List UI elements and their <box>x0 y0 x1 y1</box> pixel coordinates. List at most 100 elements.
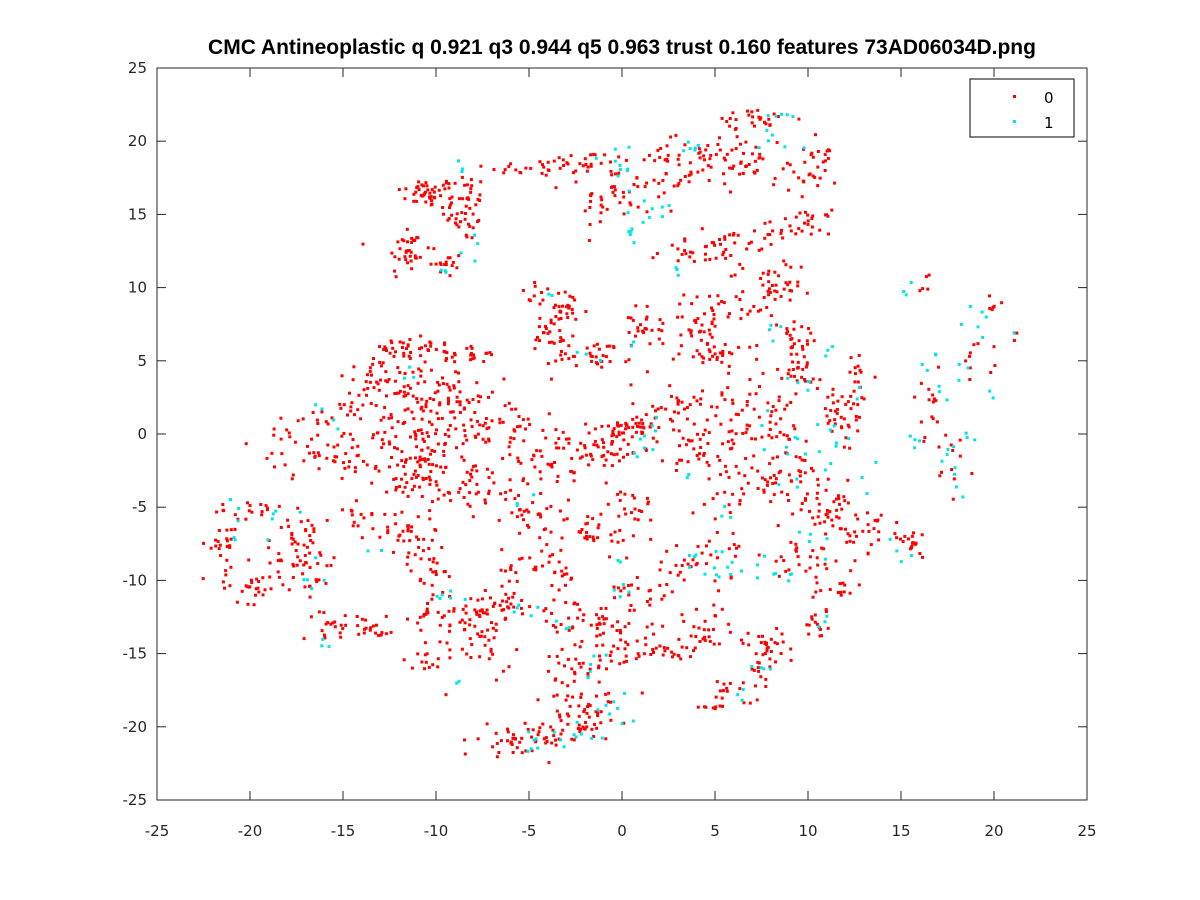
data-point <box>810 151 814 155</box>
data-point <box>768 657 772 661</box>
data-point <box>797 117 801 121</box>
data-point <box>422 581 426 585</box>
data-point <box>649 518 653 522</box>
data-point <box>485 612 489 616</box>
data-point <box>457 490 461 494</box>
data-point <box>279 437 283 441</box>
data-point <box>530 749 534 753</box>
data-point <box>232 536 236 540</box>
data-point <box>339 635 343 639</box>
data-point <box>415 535 419 539</box>
data-point <box>555 446 559 450</box>
data-point <box>729 254 733 257</box>
data-point <box>641 431 645 435</box>
data-point <box>377 633 381 637</box>
data-point <box>966 366 970 370</box>
data-point <box>470 643 474 647</box>
data-point <box>731 531 735 535</box>
data-point <box>412 199 416 203</box>
data-point <box>423 360 427 364</box>
data-point <box>741 266 745 270</box>
data-point <box>577 704 581 708</box>
data-point <box>460 618 464 622</box>
data-point <box>757 553 761 557</box>
data-point <box>324 622 328 626</box>
data-point <box>741 290 745 294</box>
data-point <box>276 570 280 574</box>
data-point <box>430 423 434 427</box>
data-point <box>499 568 503 572</box>
data-point <box>732 543 736 547</box>
data-point <box>574 169 578 173</box>
data-point <box>408 539 412 543</box>
data-point <box>659 147 663 150</box>
data-point <box>751 115 755 119</box>
data-point <box>646 500 650 504</box>
data-point <box>406 529 410 533</box>
data-point <box>727 503 731 507</box>
data-point <box>252 603 256 607</box>
data-point <box>419 428 423 432</box>
data-point <box>438 640 442 644</box>
data-point <box>1012 339 1016 342</box>
data-point <box>823 153 827 157</box>
data-point <box>732 164 736 168</box>
data-point <box>398 247 402 251</box>
data-point <box>644 327 648 331</box>
data-point <box>468 358 472 362</box>
data-point <box>720 514 724 518</box>
data-point <box>409 435 412 439</box>
data-point <box>509 564 513 568</box>
data-point <box>976 325 980 329</box>
data-point <box>768 291 772 294</box>
data-point <box>708 157 712 161</box>
data-point <box>807 623 811 627</box>
data-point <box>417 188 421 192</box>
data-point <box>728 124 732 128</box>
data-point <box>787 568 791 572</box>
data-point <box>408 365 412 369</box>
data-point <box>544 619 548 623</box>
data-point <box>794 455 798 459</box>
data-point <box>554 743 558 747</box>
data-point <box>768 420 772 424</box>
data-point <box>422 184 425 188</box>
data-point <box>661 624 665 628</box>
data-point <box>464 212 467 215</box>
data-point <box>310 523 314 527</box>
data-point <box>392 477 396 481</box>
data-point <box>652 651 655 654</box>
data-point <box>629 383 633 387</box>
data-point <box>691 251 695 255</box>
data-point <box>217 547 221 551</box>
data-point <box>390 426 394 430</box>
data-point <box>325 564 329 568</box>
data-point <box>696 317 700 321</box>
data-point <box>608 344 612 348</box>
data-point <box>438 261 442 265</box>
data-point <box>811 377 815 381</box>
data-point <box>796 381 800 385</box>
data-point <box>293 540 297 544</box>
data-point <box>624 654 628 658</box>
data-point <box>597 664 601 668</box>
data-point <box>673 410 676 414</box>
data-point <box>558 713 562 717</box>
data-point <box>647 215 651 219</box>
data-point <box>440 546 444 549</box>
data-point <box>602 617 606 621</box>
data-point <box>559 353 563 357</box>
data-point <box>340 374 344 378</box>
data-point <box>423 457 427 461</box>
data-point <box>626 452 629 456</box>
legend: 0 1 <box>969 78 1075 138</box>
data-point <box>838 502 841 506</box>
data-point <box>645 625 649 629</box>
data-point <box>713 517 717 521</box>
data-point <box>745 403 749 407</box>
data-point <box>672 652 676 656</box>
x-tick-label: -5 <box>522 822 537 840</box>
data-point <box>587 702 591 706</box>
data-point <box>921 287 925 291</box>
data-point <box>640 510 644 513</box>
